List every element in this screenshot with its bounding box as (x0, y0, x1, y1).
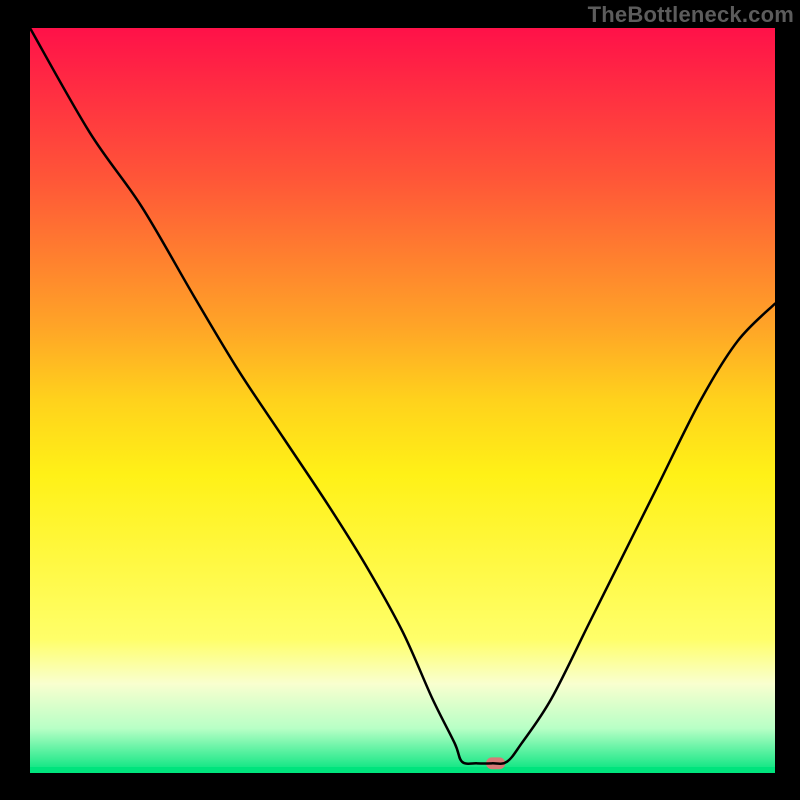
bottleneck-curve-chart (0, 0, 800, 800)
floor-band (30, 767, 775, 773)
chart-frame: TheBottleneck.com (0, 0, 800, 800)
plot-gradient-area (30, 28, 775, 773)
